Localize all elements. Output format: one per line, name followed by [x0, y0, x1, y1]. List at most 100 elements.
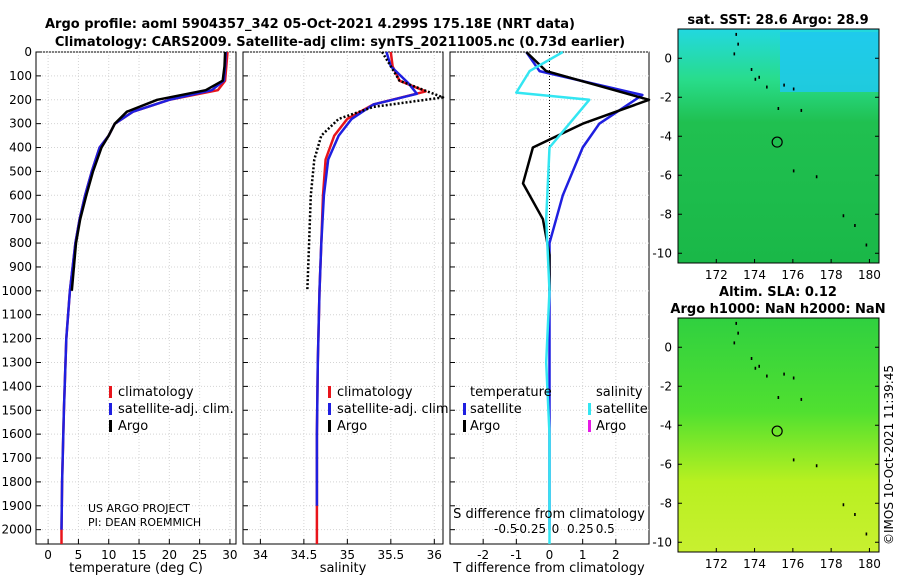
sst-map-plot: 172 174 176 178 180 0 -2 -4 -6 -8 -10 [652, 32, 881, 282]
map-y-tick-label: 0 [664, 340, 672, 354]
island [766, 85, 768, 89]
island [792, 87, 795, 91]
x-tick-label: 36 [427, 548, 442, 562]
map-y-tick-label: -8 [660, 496, 672, 510]
island [733, 52, 736, 56]
top-tick-label: 0.5 [596, 522, 615, 536]
series-argo [70, 51, 227, 291]
difference-xlabel: T difference from climatology [452, 561, 645, 576]
map-x-tick-label: 178 [820, 557, 843, 571]
island [842, 214, 845, 218]
sla-map-title-1: Altim. SLA: 0.12 [719, 285, 837, 300]
map-x-tick-label: 178 [820, 268, 843, 282]
sal-legend-argo-swatch [328, 420, 331, 432]
imos-timestamp: ©IMOS 10-Oct-2021 11:39:45 [882, 365, 896, 545]
pi-label: PI: DEAN ROEMMICH [88, 516, 201, 529]
map-y-tick-label: -6 [660, 457, 672, 471]
diff-legend-sal-argo-swatch [588, 420, 591, 432]
diff-legend-temp-argo-swatch [463, 420, 466, 432]
legend-argo: Argo [118, 419, 148, 434]
sla-map-title-2: Argo h1000: NaN h2000: NaN [670, 302, 885, 317]
series-salinity-satellite [515, 50, 591, 544]
diff-legend-temp-satellite-swatch [463, 403, 466, 415]
x-tick-label: 30 [222, 548, 237, 562]
map-x-tick-label: 176 [781, 268, 804, 282]
y-tick-label: 1700 [1, 451, 32, 465]
difference-plot: -2 -1 0 1 2-0.5-0.25 0 0.25 0.5 [450, 50, 651, 562]
top-tick-label: -0.25 [515, 522, 546, 536]
sla-map-plot: 172 174 176 178 180 0 -2 -4 -6 -8 -10 [652, 321, 881, 571]
argo-float-marker [771, 425, 783, 437]
map-y-tick-label: -10 [652, 246, 672, 260]
x-tick-label: 34.5 [291, 548, 318, 562]
y-tick-label: 100 [9, 69, 32, 83]
island [865, 243, 868, 247]
top-tick-label: 0 [552, 522, 560, 536]
island [815, 175, 818, 179]
island [735, 321, 738, 325]
top-tick-label: -0.5 [494, 522, 517, 536]
y-tick-label: 1000 [1, 284, 32, 298]
island [792, 169, 795, 173]
x-tick-label: 2 [612, 548, 620, 562]
diff-legend-temp-satellite: satellite [470, 402, 522, 417]
y-tick-label: 1300 [1, 355, 32, 369]
salinity-plot: 34 34.5 35 35.5 36 [243, 51, 445, 562]
island [777, 396, 780, 399]
y-tick-label: 1800 [1, 475, 32, 489]
island [735, 32, 738, 36]
sal-legend-satellite-swatch [328, 403, 331, 415]
difference-panel: -2 -1 0 1 2-0.5-0.25 0 0.25 0.5 T difference fr… [449, 50, 651, 576]
map-x-tick-label: 176 [781, 557, 804, 571]
x-tick-label: 1 [579, 548, 587, 562]
salinity-axes [242, 51, 444, 545]
y-tick-label: 1200 [1, 332, 32, 346]
map-y-tick-label: -2 [660, 379, 672, 393]
island [737, 42, 739, 46]
island [815, 464, 818, 468]
sal-legend-argo: Argo [337, 419, 367, 434]
map-x-tick-label: 174 [743, 268, 766, 282]
title-line-1: Argo profile: aoml 5904357_342 05-Oct-20… [45, 17, 575, 32]
y-tick-label: 200 [9, 93, 32, 107]
sal-legend-satellite: satellite-adj. clim. [337, 402, 453, 417]
title-line-2: Climatology: CARS2009. Satellite-adj cli… [55, 35, 625, 50]
island [854, 513, 856, 516]
island [842, 503, 845, 507]
island [783, 372, 785, 376]
island [854, 224, 856, 227]
x-tick-label: 5 [75, 548, 83, 562]
diff-legend-sal-satellite-swatch [588, 403, 591, 415]
sst-map-frame [677, 28, 880, 264]
diff-legend-sal-argo: Argo [596, 419, 626, 434]
map-y-tick-label: -4 [660, 418, 672, 432]
island [733, 341, 736, 345]
map-y-tick-label: -6 [660, 168, 672, 182]
temperature-panel: 0100200300400500600700800900100011001200… [1, 45, 237, 576]
y-tick-label: 700 [9, 212, 32, 226]
x-tick-label: 10 [101, 548, 116, 562]
top-tick-label: 0.25 [567, 522, 594, 536]
legend-satellite-swatch [109, 403, 112, 415]
island [758, 364, 760, 368]
x-tick-label: -1 [510, 548, 522, 562]
x-tick-label: 0 [44, 548, 52, 562]
island [800, 397, 803, 401]
y-tick-label: 2000 [1, 523, 32, 537]
map-y-tick-label: -4 [660, 129, 672, 143]
map-y-tick-label: -2 [660, 90, 672, 104]
y-tick-label: 300 [9, 117, 32, 131]
island [783, 83, 785, 87]
x-tick-label: 0 [546, 548, 554, 562]
diff-legend-temp-argo: Argo [470, 419, 500, 434]
map-y-tick-label: 0 [664, 51, 672, 65]
sst-map-panel: sat. SST: 28.6 Argo: 28.9 172 174 176 178 18… [652, 13, 880, 282]
y-tick-label: 0 [24, 45, 32, 59]
island [792, 376, 795, 380]
y-tick-label: 500 [9, 164, 32, 178]
island [754, 77, 757, 81]
sst-map-title: sat. SST: 28.6 Argo: 28.9 [687, 13, 868, 28]
argo-float-marker [771, 136, 783, 148]
y-tick-label: 400 [9, 141, 32, 155]
